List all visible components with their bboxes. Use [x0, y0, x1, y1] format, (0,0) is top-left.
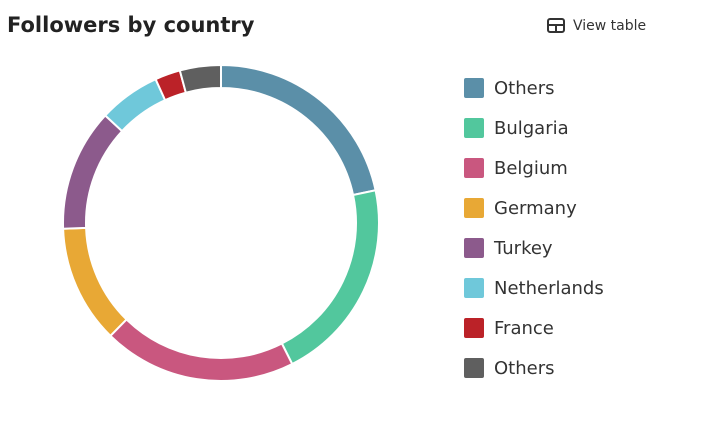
- donut-segment[interactable]: [62, 114, 124, 230]
- view-table-button[interactable]: View table: [547, 18, 646, 34]
- legend-label[interactable]: France: [494, 318, 554, 339]
- legend-swatch[interactable]: [464, 198, 484, 218]
- legend-label[interactable]: Bulgaria: [494, 118, 569, 139]
- legend-swatch[interactable]: [464, 318, 484, 338]
- view-table-label[interactable]: View table: [573, 18, 646, 34]
- donut-segment[interactable]: [280, 189, 380, 366]
- legend-swatch[interactable]: [464, 118, 484, 138]
- legend-swatch[interactable]: [464, 278, 484, 298]
- legend-swatch[interactable]: [464, 358, 484, 378]
- legend-label[interactable]: Turkey: [493, 238, 553, 259]
- legend-label[interactable]: Others: [494, 78, 555, 99]
- donut-segment[interactable]: [62, 226, 128, 338]
- donut-segment[interactable]: [220, 63, 377, 197]
- legend-label[interactable]: Germany: [494, 198, 577, 219]
- legend-swatch[interactable]: [464, 238, 484, 258]
- legend-swatch[interactable]: [464, 78, 484, 98]
- legend-label[interactable]: Others: [494, 358, 555, 379]
- donut-segment[interactable]: [109, 318, 294, 382]
- donut-segment[interactable]: [178, 63, 222, 94]
- legend-label[interactable]: Netherlands: [494, 278, 604, 299]
- donut-segment[interactable]: [103, 77, 167, 133]
- legend-label[interactable]: Belgium: [494, 158, 568, 179]
- legend-swatch[interactable]: [464, 158, 484, 178]
- chart-title: Followers by country: [7, 13, 255, 37]
